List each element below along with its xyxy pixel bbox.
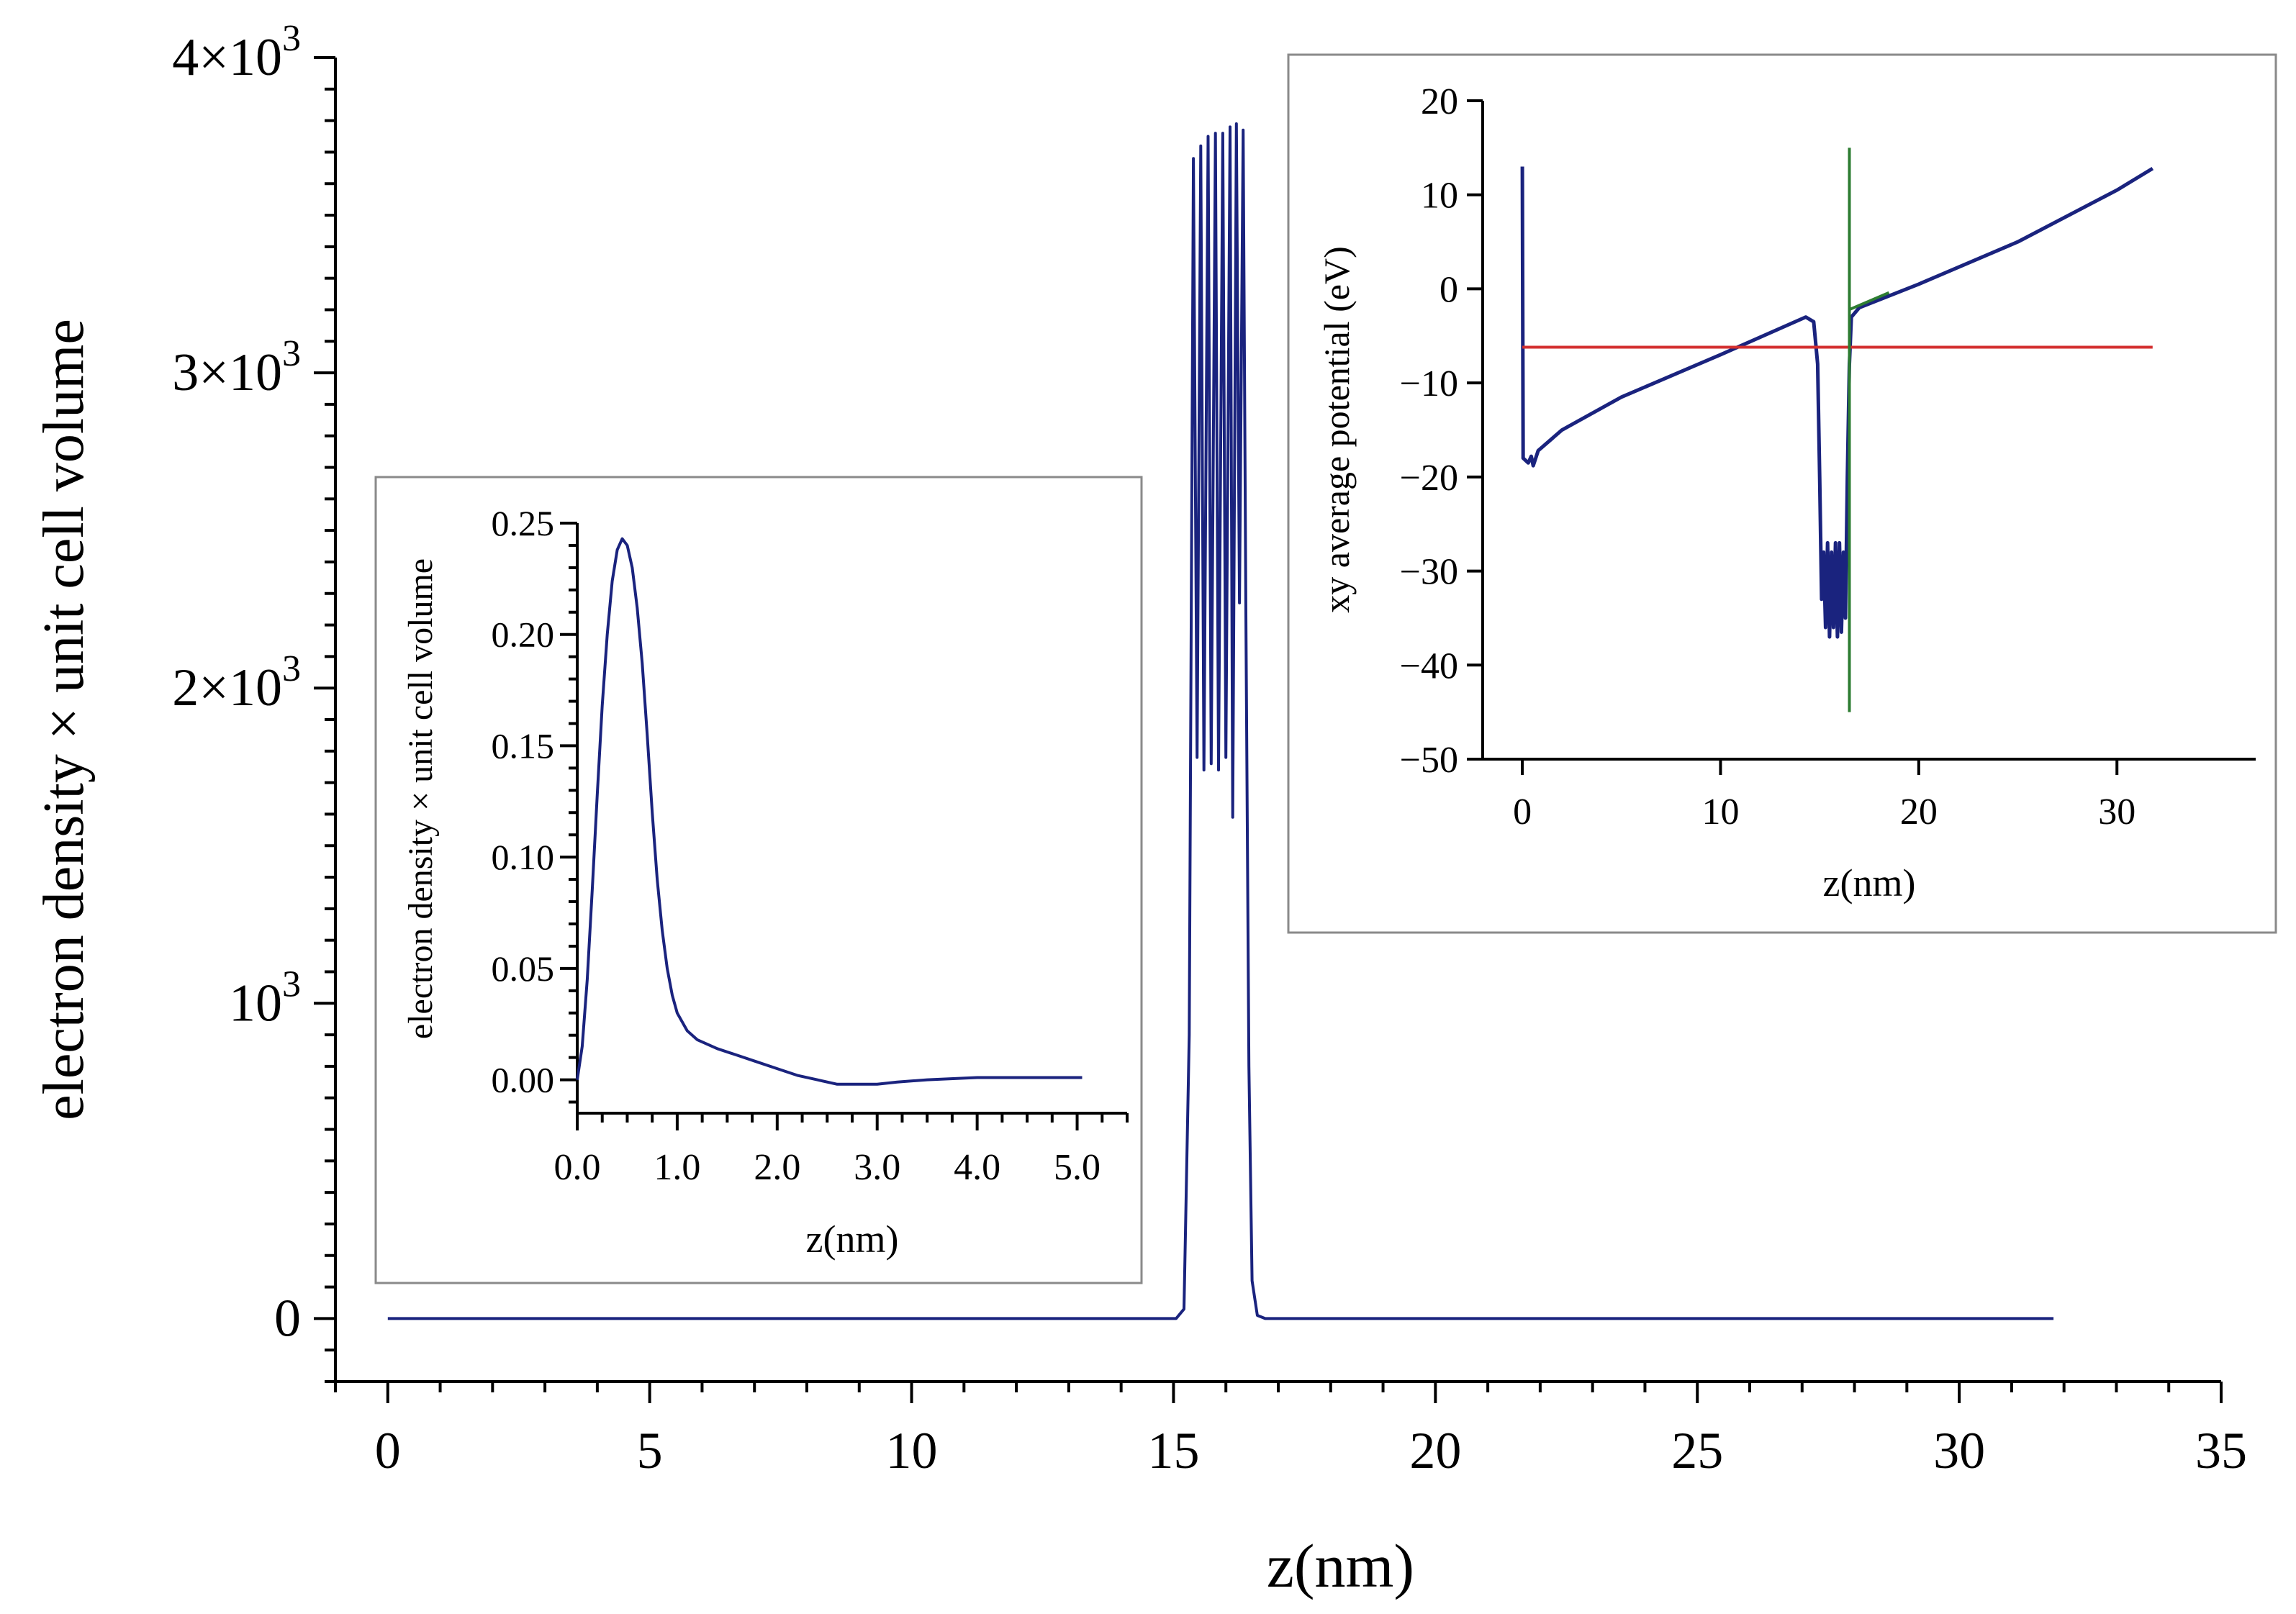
- main-chart: 0 5 10 15 20 25 30 35 0 103 2×103 3×103 4×103 z(nm) el…: [32, 18, 2247, 1600]
- main-y-axis-label: electron density × unit cell volume: [32, 319, 96, 1120]
- inset-right-y-tick-label: −50: [1400, 740, 1458, 781]
- inset-left-x-tick-label: 5.0: [1054, 1147, 1100, 1188]
- main-x-tick-label: 5: [637, 1422, 663, 1479]
- main-x-tick-label: 25: [1671, 1422, 1723, 1479]
- inset-left-y-tick-label: 0.10: [492, 837, 555, 877]
- inset-left-x-tick-label: 1.0: [654, 1147, 700, 1188]
- inset-right-y-tick-label: 10: [1421, 176, 1458, 217]
- main-x-axis-label: z(nm): [1267, 1531, 1414, 1600]
- inset-right-series-linear-fit: [1848, 291, 1890, 312]
- inset-left-y-axis-label: electron density × unit cell volume: [402, 558, 440, 1039]
- inset-right-y-tick-label: −40: [1400, 645, 1458, 686]
- inset-left-x-tick-label: 4.0: [954, 1147, 1000, 1188]
- main-x-tick-label: 35: [2195, 1422, 2247, 1479]
- inset-left-y-tick-label: 0.20: [492, 615, 555, 655]
- inset-left-y-tick-label: 0.15: [492, 725, 555, 766]
- inset-left-x-tick-label: 3.0: [854, 1147, 900, 1188]
- inset-right-frame: [1287, 53, 2277, 934]
- inset-right-x-axis-label: z(nm): [1823, 861, 1916, 905]
- inset-right-x-tick-label: 0: [1513, 792, 1532, 833]
- main-x-tick-label: 30: [1933, 1422, 1985, 1479]
- main-y-tick-label: 2×103: [172, 648, 301, 717]
- main-y-tick-label: 4×103: [172, 18, 301, 87]
- inset-left-series-electron-density-vacuum-region: [576, 537, 1083, 1086]
- main-x-tick-label: 15: [1147, 1422, 1199, 1479]
- inset-density-chart: 0.0 1.0 2.0 3.0 4.0 5.0 0.00 0.05 0.10 0.15 0.20 0.…: [374, 476, 1143, 1284]
- main-x-tick-label: 20: [1409, 1422, 1461, 1479]
- inset-potential-chart: 0 10 20 30 −50 −40 −30 −20 −10 0 10 20 z(nm) xy avera…: [1287, 53, 2277, 934]
- inset-right-y-axis-label: xy average potential (eV): [1316, 246, 1357, 612]
- inset-right-y-tick-label: −30: [1400, 552, 1458, 593]
- inset-right-x-tick-label: 30: [2098, 792, 2135, 833]
- inset-left-x-axis-label: z(nm): [806, 1218, 899, 1261]
- main-x-tick-label: 0: [375, 1422, 401, 1479]
- inset-right-y-tick-label: −20: [1400, 458, 1458, 499]
- main-y-tick-label: 3×103: [172, 333, 301, 402]
- main-series-electron-density: [387, 122, 2054, 1320]
- inset-right-x-tick-label: 20: [1900, 792, 1938, 833]
- inset-right-y-tick-label: 0: [1439, 269, 1458, 310]
- main-x-tick-label: 10: [886, 1422, 938, 1479]
- inset-left-x-tick-label: 0.0: [554, 1147, 601, 1188]
- inset-right-y-tick-label: 20: [1421, 81, 1458, 122]
- inset-left-y-tick-label: 0.25: [492, 503, 555, 543]
- main-y-tick-label: 103: [229, 964, 301, 1033]
- inset-left-y-tick-label: 0.00: [492, 1060, 555, 1100]
- inset-left-x-tick-label: 2.0: [754, 1147, 800, 1188]
- inset-left-frame: [374, 476, 1143, 1284]
- inset-left-y-tick-label: 0.05: [492, 948, 555, 989]
- main-y-tick-label: 0: [274, 1289, 301, 1348]
- inset-right-x-tick-label: 10: [1701, 792, 1739, 833]
- inset-right-y-tick-label: −10: [1400, 363, 1458, 404]
